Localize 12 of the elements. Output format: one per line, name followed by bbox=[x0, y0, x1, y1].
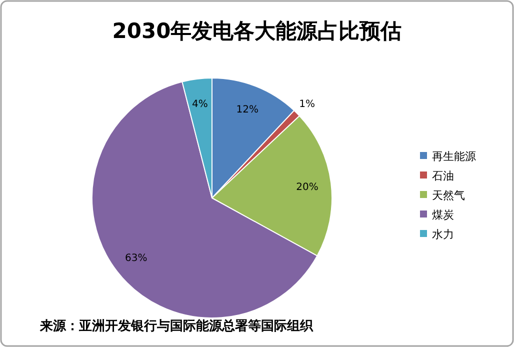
legend-label: 再生能源 bbox=[432, 150, 476, 163]
data-label: 4% bbox=[192, 98, 208, 110]
source-note: 来源：亚洲开发银行与国际能源总署等国际组织 bbox=[39, 318, 314, 334]
data-label: 20% bbox=[296, 182, 318, 193]
data-label: 63% bbox=[125, 252, 148, 264]
legend-label: 石油 bbox=[432, 170, 454, 182]
legend-label: 天然气 bbox=[432, 189, 465, 202]
data-label: 1% bbox=[299, 98, 315, 110]
legend-label: 煤炭 bbox=[432, 208, 454, 222]
legend-label: 水力 bbox=[432, 228, 454, 241]
data-label: 12% bbox=[236, 104, 258, 116]
chart-title: 2030年发电各大能源占比预估 bbox=[112, 19, 402, 43]
